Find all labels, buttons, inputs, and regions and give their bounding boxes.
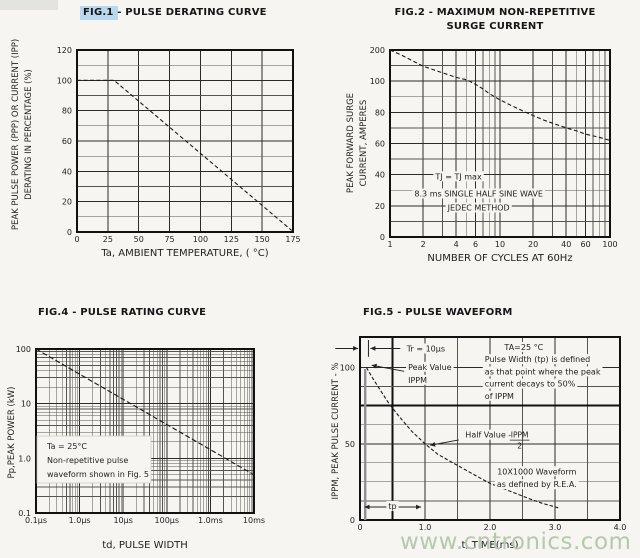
fig5-x-axis-label: t, TIME(ms) [461, 540, 519, 551]
svg-text:as defined by R.E.A.: as defined by R.E.A. [497, 480, 577, 489]
svg-text:1.0μs: 1.0μs [69, 516, 91, 525]
svg-text:Pulse Width (tp) is defined: Pulse Width (tp) is defined [485, 355, 590, 364]
svg-text:Half Value -: Half Value - [465, 431, 511, 440]
svg-text:2.0: 2.0 [484, 523, 497, 532]
svg-text:current decays to 50%: current decays to 50% [485, 380, 576, 389]
fig1-x-axis-label: Ta, AMBIENT TEMPERATURE, ( °C) [101, 248, 269, 259]
svg-text:1.0: 1.0 [18, 454, 31, 463]
svg-text:10X1000 Waveform: 10X1000 Waveform [497, 467, 576, 476]
svg-text:100: 100 [602, 240, 617, 249]
watermark-text: www.cntronics.com [400, 529, 632, 555]
svg-text:20: 20 [528, 240, 538, 249]
svg-text:10μs: 10μs [113, 516, 132, 525]
svg-text:100: 100 [57, 76, 72, 85]
fig2-y-axis-label-line1: PEAK FORWARD SURGE [346, 92, 356, 194]
svg-text:100μs: 100μs [155, 516, 180, 525]
fig4-y-axis-label: Pp,PEAK POWER (kW) [6, 360, 19, 505]
svg-text:waveform shown in Fig. 5: waveform shown in Fig. 5 [47, 470, 149, 479]
svg-text:2: 2 [421, 240, 426, 249]
svg-text:TJ = TJ max: TJ = TJ max [434, 172, 482, 181]
svg-text:TA=25 °C: TA=25 °C [503, 343, 543, 352]
svg-text:40: 40 [561, 240, 571, 249]
svg-text:8.3 ms SINGLE HALF SINE WAVE: 8.3 ms SINGLE HALF SINE WAVE [414, 189, 543, 198]
fig1-title: FIG.1 - PULSE DERATING CURVE [83, 7, 267, 18]
fig2-title: FIG.2 - MAXIMUM NON-REPETITIVE SURGE CUR… [368, 6, 622, 34]
svg-text:75: 75 [164, 235, 174, 244]
fig5-y-axis-label: IPPM, PEAK PULSE CURRENT - % [330, 345, 343, 517]
svg-text:80: 80 [62, 107, 72, 116]
svg-text:as that point where the peak: as that point where the peak [485, 367, 601, 376]
svg-text:Peak Value: Peak Value [408, 363, 452, 372]
svg-text:JEDEC METHOD: JEDEC METHOD [447, 204, 510, 213]
svg-text:4.0: 4.0 [614, 523, 627, 532]
fig4-y-axis-label-line1: Pp,PEAK POWER (kW) [7, 386, 17, 479]
svg-text:Tr = 10μs: Tr = 10μs [406, 344, 445, 353]
svg-text:IPPM: IPPM [511, 431, 529, 440]
svg-text:0: 0 [74, 235, 79, 244]
svg-text:200: 200 [370, 46, 385, 55]
svg-text:10: 10 [495, 240, 505, 249]
svg-text:175: 175 [285, 235, 300, 244]
svg-text:100: 100 [340, 364, 355, 373]
svg-text:1: 1 [387, 240, 392, 249]
fig1-y-axis-label: PEAK PULSE POWER (PPP) OR CURRENT (IPP) … [10, 17, 36, 252]
svg-text:0: 0 [67, 228, 72, 237]
svg-text:0: 0 [380, 233, 385, 242]
svg-text:20: 20 [375, 202, 385, 211]
svg-text:100: 100 [193, 235, 208, 244]
svg-text:60: 60 [375, 140, 385, 149]
fig2-x-axis-label: NUMBER OF CYCLES AT 60Hz [427, 253, 573, 264]
svg-text:Ta = 25°C: Ta = 25°C [46, 442, 87, 451]
fig5-y-axis-label-line1: IPPM, PEAK PULSE CURRENT - % [331, 362, 341, 500]
svg-text:0.1: 0.1 [18, 509, 31, 518]
svg-text:4: 4 [454, 240, 459, 249]
fig2-title-line1: FIG.2 - MAXIMUM NON-REPETITIVE [394, 7, 596, 18]
svg-text:of IPPM: of IPPM [485, 392, 514, 401]
svg-text:100: 100 [16, 345, 31, 354]
svg-text:10ms: 10ms [243, 516, 265, 525]
svg-text:1.0ms: 1.0ms [198, 516, 223, 525]
scan-artifact [0, 0, 58, 10]
svg-text:6: 6 [473, 240, 478, 249]
svg-text:10: 10 [21, 400, 31, 409]
fig4-title: FIG.4 - PULSE RATING CURVE [38, 307, 207, 318]
svg-text:0: 0 [350, 516, 355, 525]
fig2-title-line2: SURGE CURRENT [446, 21, 544, 32]
fig1-y-axis-label-line2: DERATING IN PERCENTAGE (%) [24, 69, 34, 200]
svg-text:60: 60 [62, 137, 72, 146]
svg-text:IPPM: IPPM [408, 376, 427, 385]
svg-text:120: 120 [57, 46, 72, 55]
svg-text:25: 25 [103, 235, 113, 244]
svg-text:150: 150 [255, 235, 270, 244]
svg-text:0: 0 [357, 523, 362, 532]
svg-text:40: 40 [62, 167, 72, 176]
svg-text:3.0: 3.0 [549, 523, 562, 532]
fig4-x-axis-label: td, PULSE WIDTH [102, 540, 188, 551]
svg-text:20: 20 [62, 198, 72, 207]
fig5-title: FIG.5 - PULSE WAVEFORM [363, 307, 513, 318]
svg-text:Non-repetitive pulse: Non-repetitive pulse [47, 456, 128, 465]
svg-text:60: 60 [581, 240, 591, 249]
fig2-y-axis-label-line2: CURRENT, AMPERES [359, 99, 369, 187]
svg-text:50: 50 [345, 440, 355, 449]
svg-text:50: 50 [134, 235, 144, 244]
svg-text:125: 125 [224, 235, 239, 244]
fig2-y-axis-label: PEAK FORWARD SURGE CURRENT, AMPERES [345, 68, 371, 218]
svg-text:40: 40 [375, 171, 385, 180]
fig1-y-axis-label-line1: PEAK PULSE POWER (PPP) OR CURRENT (IPP) [11, 38, 21, 231]
svg-text:100: 100 [370, 77, 385, 86]
title-highlight [80, 6, 118, 20]
svg-text:80: 80 [375, 108, 385, 117]
svg-text:2: 2 [517, 442, 522, 451]
svg-text:1.0: 1.0 [419, 523, 432, 532]
svg-text:0.1μs: 0.1μs [25, 516, 47, 525]
svg-text:tp: tp [388, 502, 396, 511]
